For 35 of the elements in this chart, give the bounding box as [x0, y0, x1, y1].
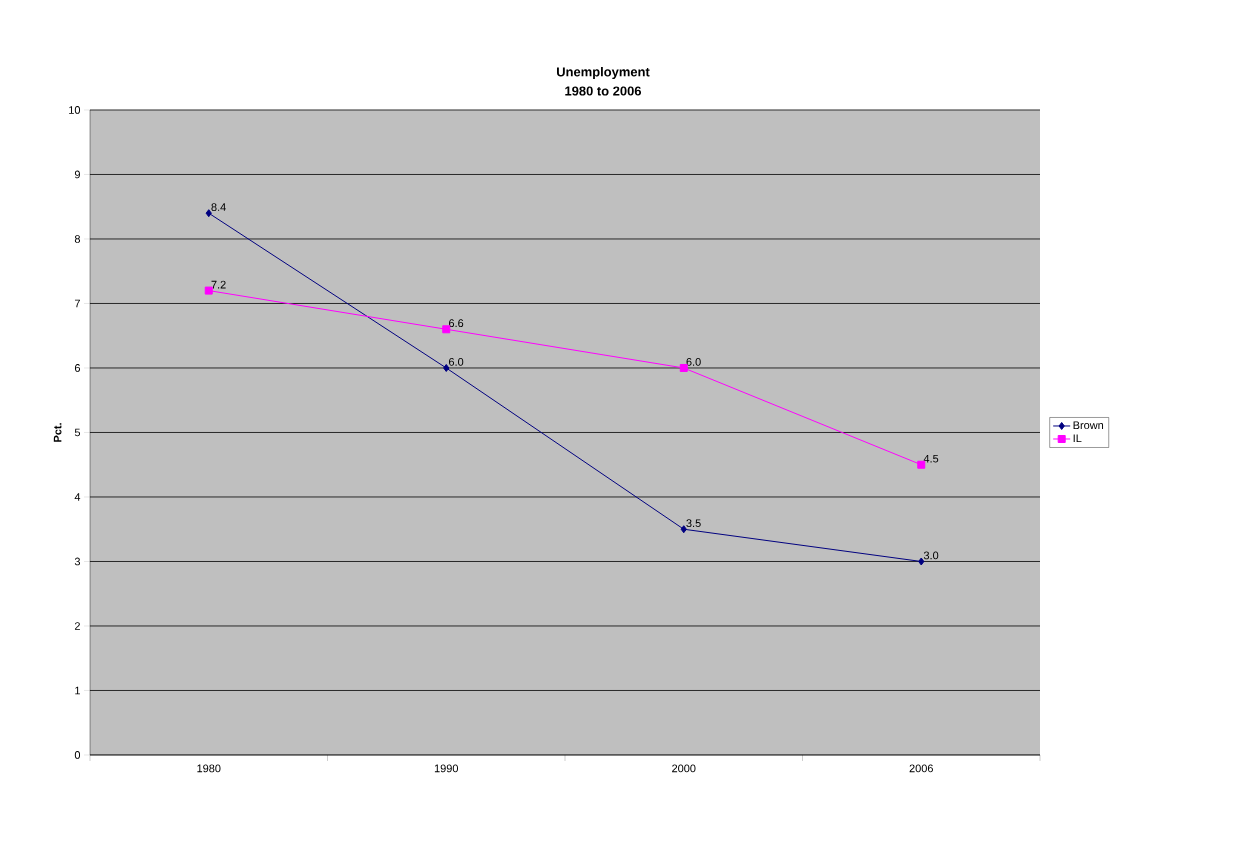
- y-tick-label: 7: [74, 299, 80, 308]
- y-tick-label: 2: [74, 622, 80, 630]
- y-tick-label: 8: [74, 235, 80, 243]
- point: [205, 209, 212, 218]
- y-tick-label: 3: [74, 557, 80, 566]
- data-label: 6.0: [449, 358, 464, 366]
- y-tick-label: 9: [74, 170, 80, 179]
- x-tick-label: 2000: [672, 764, 696, 773]
- y-tick-label: 4: [74, 493, 81, 501]
- point: [679, 363, 688, 372]
- x-tick-label: 1980: [197, 764, 221, 773]
- x-tick-label: 1990: [434, 764, 459, 773]
- data-label: 7.2: [211, 280, 226, 289]
- y-axis-title: Pct.: [53, 423, 62, 442]
- x-tick-label: 2006: [909, 764, 933, 773]
- y-tick-label: 1: [75, 686, 80, 695]
- data-label: 3.5: [686, 519, 701, 528]
- legend-label: Brown: [1073, 421, 1104, 430]
- point: [204, 286, 213, 295]
- data-label: 8.4: [211, 203, 226, 211]
- legend-label: IL: [1073, 434, 1082, 443]
- y-tick-label: 6: [74, 364, 80, 372]
- data-label: 3.0: [923, 551, 939, 560]
- point: [918, 557, 925, 566]
- chart-title: Unemployment: [557, 66, 650, 80]
- y-tick-label: 5: [74, 428, 81, 437]
- data-label: 6.0: [686, 358, 701, 366]
- data-label: 4.5: [923, 454, 939, 463]
- y-tick-label: 10: [69, 106, 81, 114]
- data-label: 6.6: [449, 319, 464, 328]
- point: [442, 325, 451, 334]
- point: [680, 525, 687, 534]
- point: [443, 363, 450, 372]
- y-tick-label: 0: [74, 751, 81, 759]
- chart-subtitle: 1980 to 2006: [565, 86, 642, 96]
